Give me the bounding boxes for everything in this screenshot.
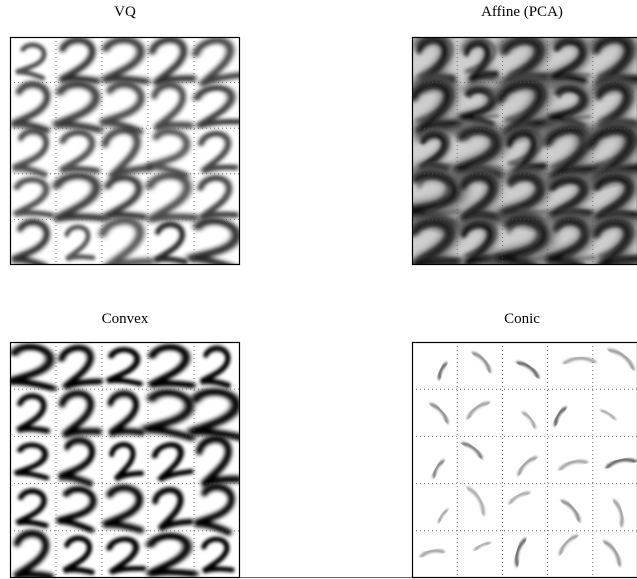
- panel-title: Affine (PCA): [481, 4, 563, 20]
- panel-title: Convex: [102, 311, 149, 327]
- panel-title: Conic: [504, 311, 540, 327]
- digit-panel: [412, 342, 637, 578]
- panel-title: VQ: [114, 4, 136, 20]
- page: VQ Affine (PCA) Convex Conic (() => { co…: [0, 0, 637, 579]
- digit-panel: [400, 33, 637, 274]
- panels: [8, 33, 637, 578]
- figure: VQ Affine (PCA) Convex Conic: [0, 0, 637, 579]
- digit-panel: [8, 342, 244, 578]
- digit-panel: [10, 36, 245, 269]
